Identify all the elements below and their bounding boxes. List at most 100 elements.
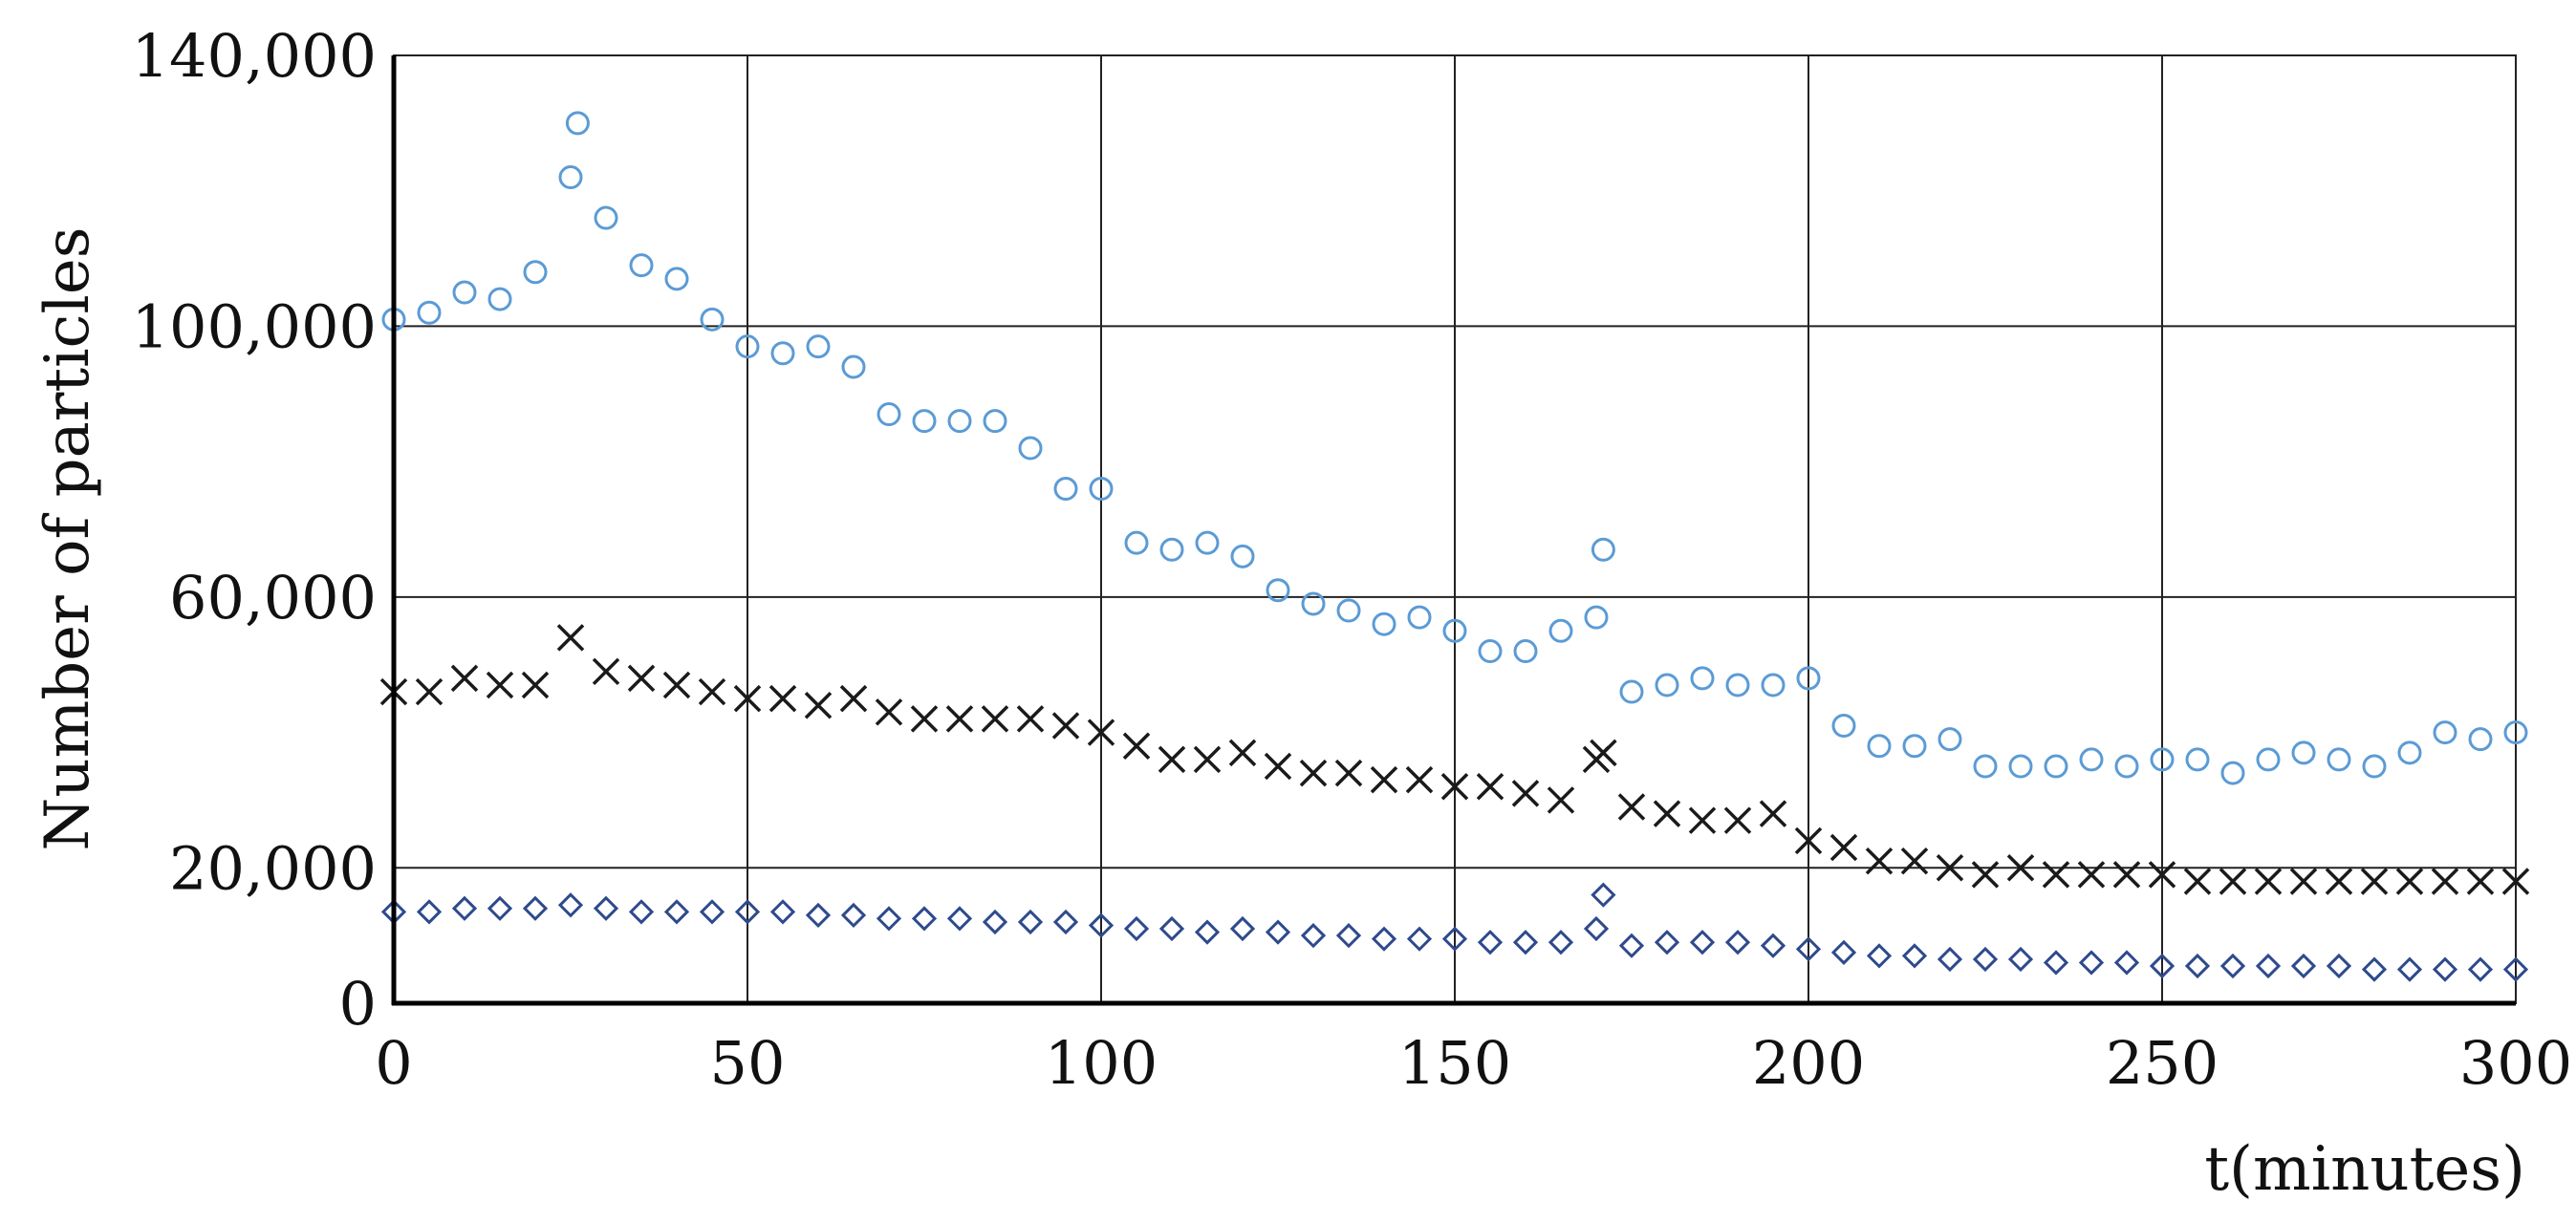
data-point [2184,953,2211,979]
data-point [876,906,902,932]
data-point [627,664,656,693]
x-tick-label: 300 [2459,1028,2572,1098]
data-point [1371,926,1397,952]
data-point [1266,578,1290,603]
data-point [2043,950,2069,976]
data-point [1159,537,1184,562]
x-tick-label: 250 [2106,1028,2219,1098]
data-point [1654,930,1680,955]
data-point [699,899,725,925]
data-point [663,899,690,925]
data-point [806,334,831,359]
data-point [947,409,972,434]
data-point [1476,773,1504,801]
data-point [1372,612,1396,636]
data-point [521,671,550,699]
data-point [2431,868,2459,895]
data-point [2466,868,2495,895]
data-point [2395,868,2424,895]
data-point [1087,719,1115,746]
data-point [664,267,689,291]
data-point [770,341,795,366]
data-point [1795,936,1822,962]
data-point [910,705,939,733]
data-point [945,705,974,733]
data-point [450,664,479,693]
data-point [2396,956,2423,982]
data-point [2256,747,2281,772]
data-point [2149,953,2176,979]
data-point [1124,530,1149,555]
data-point [2397,740,2422,765]
data-point [1689,930,1716,955]
data-point [1902,734,1927,759]
data-point [2044,754,2068,779]
data-point [2114,754,2139,779]
y-tick-label: 0 [339,969,377,1039]
data-point [1301,591,1326,616]
data-point [628,899,655,925]
axes [391,55,2516,1006]
data-point [2042,861,2070,889]
data-point [946,906,973,932]
data-point [1760,933,1786,958]
data-point [2362,754,2387,779]
data-point [1866,943,1893,969]
data-point [2008,754,2033,779]
data-point [565,111,590,136]
data-point [1867,734,1892,759]
data-point [2112,861,2141,889]
data-point [1971,861,2000,889]
data-point [841,354,866,379]
data-point [1796,666,1821,691]
data-point [911,906,938,932]
data-point [2501,868,2530,895]
data-point [698,677,726,706]
data-point [1053,476,1078,501]
data-point [734,899,761,925]
data-point [2327,747,2351,772]
data-point [1617,793,1646,821]
data-point [1018,436,1043,461]
data-point [557,892,584,918]
data-point [1830,939,1857,965]
data-point [2079,747,2104,772]
data-point [1442,618,1467,643]
data-point [769,899,796,925]
data-point [558,165,583,190]
data-point [1265,919,1291,945]
grid [393,54,2517,1004]
data-point [1051,712,1080,740]
data-point [1440,773,1469,801]
data-point [1052,909,1079,935]
data-point [1973,754,1998,779]
data-point [2078,950,2105,976]
data-point [522,895,549,921]
data-point [1829,833,1858,862]
data-point [486,671,514,699]
data-point [487,287,512,311]
data-point [2468,727,2493,752]
data-point [1195,530,1220,555]
x-tick-label: 200 [1752,1028,1865,1098]
data-point [2220,761,2245,785]
data-point [2077,861,2106,889]
data-point [1089,476,1114,501]
data-point [523,260,548,285]
data-point [1725,673,1750,697]
data-point [2326,953,2352,979]
data-point [2291,740,2316,765]
data-point [1017,909,1044,935]
data-point [1900,847,1929,875]
data-point [415,677,444,706]
data-point [805,902,832,929]
data-point [2467,956,2494,982]
data-point [1548,618,1573,643]
data-point [629,253,654,278]
data-point [1723,806,1752,834]
data-point [1405,765,1434,794]
data-point [2150,747,2175,772]
data-point [1759,800,1787,827]
data-point [1194,919,1221,945]
data-point [1937,946,1963,973]
